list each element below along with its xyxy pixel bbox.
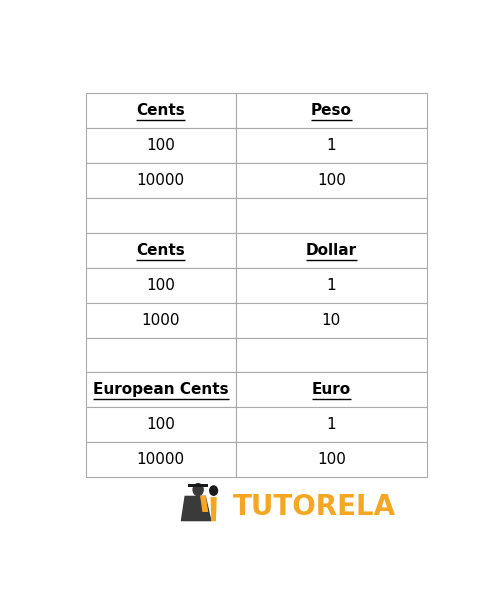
Text: 1000: 1000 — [142, 313, 180, 327]
Bar — [86, 338, 236, 373]
Bar — [236, 407, 427, 442]
Text: 100: 100 — [317, 173, 346, 188]
Text: Cents: Cents — [136, 103, 185, 118]
Bar — [236, 198, 427, 233]
Bar — [86, 128, 236, 163]
Text: Dollar: Dollar — [306, 243, 357, 258]
Bar — [86, 94, 236, 128]
Text: 100: 100 — [146, 417, 175, 432]
Text: 10000: 10000 — [136, 452, 185, 467]
Circle shape — [210, 486, 218, 495]
Text: 1: 1 — [326, 417, 336, 432]
Text: Euro: Euro — [312, 382, 351, 397]
Bar — [86, 303, 236, 338]
Text: European Cents: European Cents — [93, 382, 228, 397]
Bar — [86, 163, 236, 198]
Bar — [236, 442, 427, 477]
Text: TUTORELA: TUTORELA — [233, 493, 396, 521]
Bar — [236, 128, 427, 163]
Text: 100: 100 — [146, 278, 175, 293]
Polygon shape — [188, 484, 208, 487]
Text: Peso: Peso — [311, 103, 352, 118]
Bar — [236, 268, 427, 303]
Bar — [236, 94, 427, 128]
Text: 100: 100 — [146, 138, 175, 153]
Bar — [236, 233, 427, 268]
Text: 100: 100 — [317, 452, 346, 467]
Text: 1: 1 — [326, 278, 336, 293]
Bar — [236, 303, 427, 338]
Polygon shape — [200, 496, 208, 512]
Bar — [86, 233, 236, 268]
Bar — [86, 373, 236, 407]
Text: Cents: Cents — [136, 243, 185, 258]
Circle shape — [193, 484, 203, 496]
Text: 10000: 10000 — [136, 173, 185, 188]
Bar — [86, 268, 236, 303]
Bar — [236, 163, 427, 198]
Polygon shape — [180, 496, 212, 521]
Text: 1: 1 — [326, 138, 336, 153]
Bar — [236, 338, 427, 373]
Bar — [86, 407, 236, 442]
Bar — [86, 198, 236, 233]
Text: 10: 10 — [322, 313, 341, 327]
Bar — [236, 373, 427, 407]
Bar — [86, 442, 236, 477]
Polygon shape — [210, 497, 216, 521]
